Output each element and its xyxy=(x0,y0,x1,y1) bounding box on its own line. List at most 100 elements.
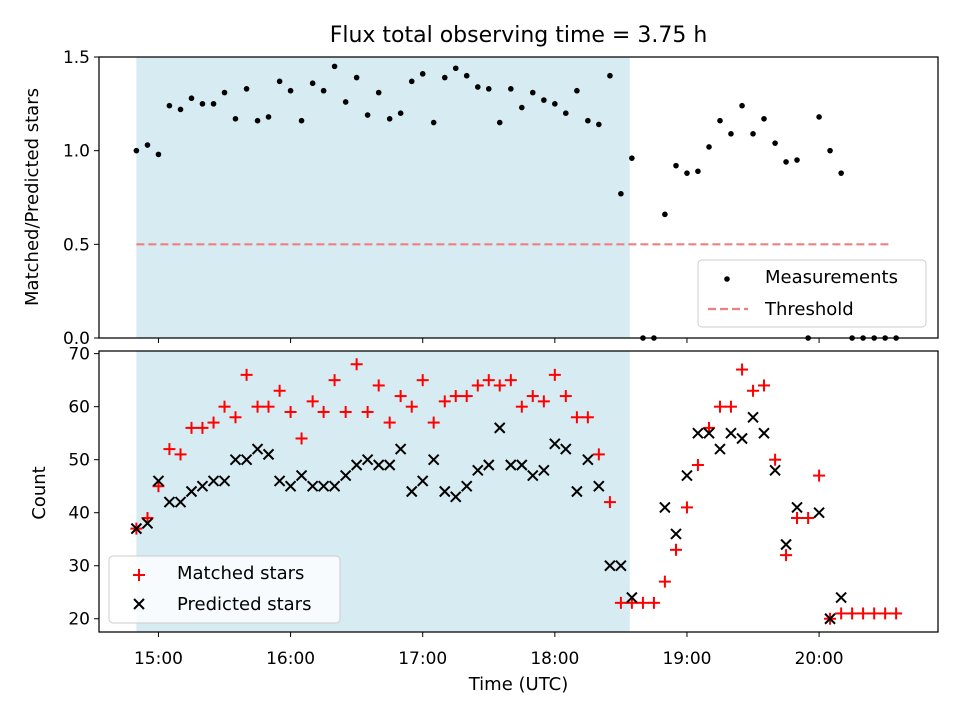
predicted-star-point xyxy=(560,443,572,455)
measurement-point xyxy=(794,157,800,163)
predicted-star-point xyxy=(703,427,715,439)
matched-star-point xyxy=(295,432,308,445)
measurement-point xyxy=(574,87,580,94)
measurement-point xyxy=(353,74,360,81)
predicted-star-point xyxy=(659,501,671,514)
top-plot-frame xyxy=(98,56,939,339)
measurement-point xyxy=(342,99,349,105)
measurement-point xyxy=(243,86,250,92)
predicted-star-point xyxy=(604,560,616,572)
measurement-point xyxy=(772,140,778,146)
predicted-star-point xyxy=(373,459,385,471)
measurement-point xyxy=(265,114,272,120)
top-y-tick-label: 1.5 xyxy=(63,48,90,68)
predicted-star-point xyxy=(780,538,792,551)
matched-star-point xyxy=(879,607,892,620)
legend-predicted-marker xyxy=(133,598,145,610)
predicted-star-point xyxy=(769,464,781,476)
predicted-star-point xyxy=(494,422,506,434)
measurement-point xyxy=(309,80,316,87)
matched-star-point xyxy=(669,543,682,556)
bottom-y-tick-label: 20 xyxy=(68,610,90,630)
predicted-star-point xyxy=(450,491,462,503)
measurement-point xyxy=(320,87,327,94)
predicted-star-point xyxy=(439,485,451,498)
matched-star-point xyxy=(196,421,209,434)
predicted-star-point xyxy=(339,469,352,482)
measurement-point xyxy=(166,102,173,109)
measurement-point xyxy=(761,116,767,122)
predicted-star-point xyxy=(692,427,704,439)
matched-star-point xyxy=(680,501,693,514)
measurement-point xyxy=(508,86,514,92)
matched-star-point xyxy=(251,400,264,413)
measurement-point xyxy=(452,65,459,72)
measurement-point xyxy=(563,110,569,116)
matched-star-point xyxy=(813,469,826,482)
measurement-point xyxy=(827,147,833,154)
matched-star-point xyxy=(636,596,649,609)
bottom-y-axis: 20 30 40 50 60 70 xyxy=(68,345,99,630)
measurement-point xyxy=(673,162,679,169)
measurement-point xyxy=(496,119,503,126)
matched-star-point xyxy=(802,512,815,525)
predicted-star-point xyxy=(152,475,165,487)
top-observing-window xyxy=(136,57,630,338)
matched-star-point xyxy=(691,458,704,471)
matched-star-point xyxy=(548,368,561,381)
matched-star-point xyxy=(328,374,341,387)
measurement-point xyxy=(739,102,745,109)
measurement-point xyxy=(816,114,822,120)
matched-star-point xyxy=(857,607,870,620)
top-panel: 0.0 0.5 1.0 1.5 Matched/Predicted stars Mea… xyxy=(22,48,939,349)
measurement-point xyxy=(596,121,602,128)
measurement-point xyxy=(552,101,558,107)
measurement-point xyxy=(386,116,393,122)
bottom-y-tick-label: 40 xyxy=(68,504,90,524)
matched-star-point xyxy=(537,395,550,408)
predicted-star-point xyxy=(758,427,770,439)
predicted-star-point xyxy=(406,485,418,498)
matched-star-point xyxy=(449,390,462,403)
measurement-point xyxy=(177,106,184,113)
measurement-point xyxy=(475,84,481,90)
measurement-point xyxy=(662,211,668,218)
matched-star-point xyxy=(647,596,660,609)
matched-star-point xyxy=(846,607,859,620)
matched-star-point xyxy=(174,448,187,461)
measurement-point xyxy=(397,110,404,116)
x-tick-label: 18:00 xyxy=(530,649,579,669)
matched-star-point xyxy=(207,416,220,429)
predicted-star-point xyxy=(593,480,605,492)
measurement-point xyxy=(441,74,448,81)
measurement-point xyxy=(287,87,294,94)
measurement-point xyxy=(133,147,140,154)
measurement-point xyxy=(408,78,415,85)
measurement-point xyxy=(232,116,239,122)
matched-star-point xyxy=(614,596,627,609)
predicted-star-point xyxy=(626,591,638,604)
matched-star-point xyxy=(438,395,451,408)
top-y-axis: 0.0 0.5 1.0 1.5 xyxy=(63,48,99,349)
matched-star-point xyxy=(868,607,881,620)
predicted-star-point xyxy=(538,464,550,476)
matched-star-point xyxy=(317,405,330,418)
predicted-star-point xyxy=(417,475,429,487)
predicted-star-point xyxy=(791,501,803,514)
bottom-y-tick-label: 60 xyxy=(68,398,90,418)
predicted-star-point xyxy=(196,480,209,492)
predicted-star-point xyxy=(306,480,319,492)
top-legend-box xyxy=(697,259,927,328)
matched-star-point xyxy=(427,416,440,429)
matched-star-point xyxy=(504,374,517,387)
predicted-star-point xyxy=(273,475,286,487)
matched-star-point xyxy=(383,416,396,429)
top-x-axis xyxy=(157,338,820,343)
matched-star-point xyxy=(791,512,804,525)
x-tick-label: 16:00 xyxy=(266,649,315,669)
legend-measurements-label: Measurements xyxy=(765,267,898,288)
measurement-point xyxy=(750,131,756,137)
x-tick-label: 20:00 xyxy=(795,649,844,669)
predicted-star-point xyxy=(670,528,682,540)
predicted-star-point xyxy=(571,485,583,498)
